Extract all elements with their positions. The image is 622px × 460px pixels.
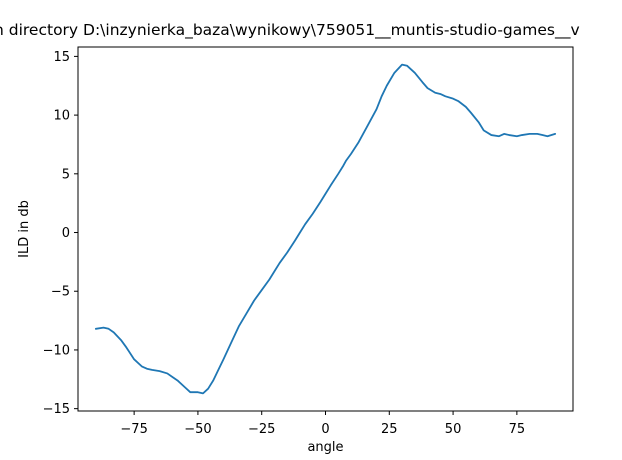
x-tick-label: −50	[184, 422, 211, 437]
x-tick-label: −75	[120, 422, 147, 437]
y-axis: −15 −10 −5 0 5 10 15	[43, 50, 78, 417]
x-axis: −75 −50 −25 0 25 50 75	[120, 411, 525, 437]
series-layer	[94, 63, 557, 395]
y-axis-label: ILD in db	[17, 200, 32, 258]
x-axis-label: angle	[307, 440, 343, 455]
plot-area	[77, 46, 574, 412]
x-tick-label: 50	[445, 422, 462, 437]
x-tick-label: 0	[321, 422, 329, 437]
chart-title: n directory D:\inzynierka_baza\wynikowy\…	[0, 21, 580, 40]
y-tick-label: 10	[53, 109, 70, 124]
series-line	[94, 63, 557, 395]
y-tick-label: 15	[53, 50, 70, 65]
x-tick-label: −25	[248, 422, 275, 437]
y-tick-label: 0	[62, 226, 70, 241]
y-tick-label: −10	[43, 343, 70, 358]
y-tick-label: 5	[62, 167, 70, 182]
x-tick-label: 25	[381, 422, 398, 437]
y-tick-label: −5	[51, 285, 70, 300]
y-tick-label: −15	[43, 402, 70, 417]
x-tick-label: 75	[509, 422, 526, 437]
